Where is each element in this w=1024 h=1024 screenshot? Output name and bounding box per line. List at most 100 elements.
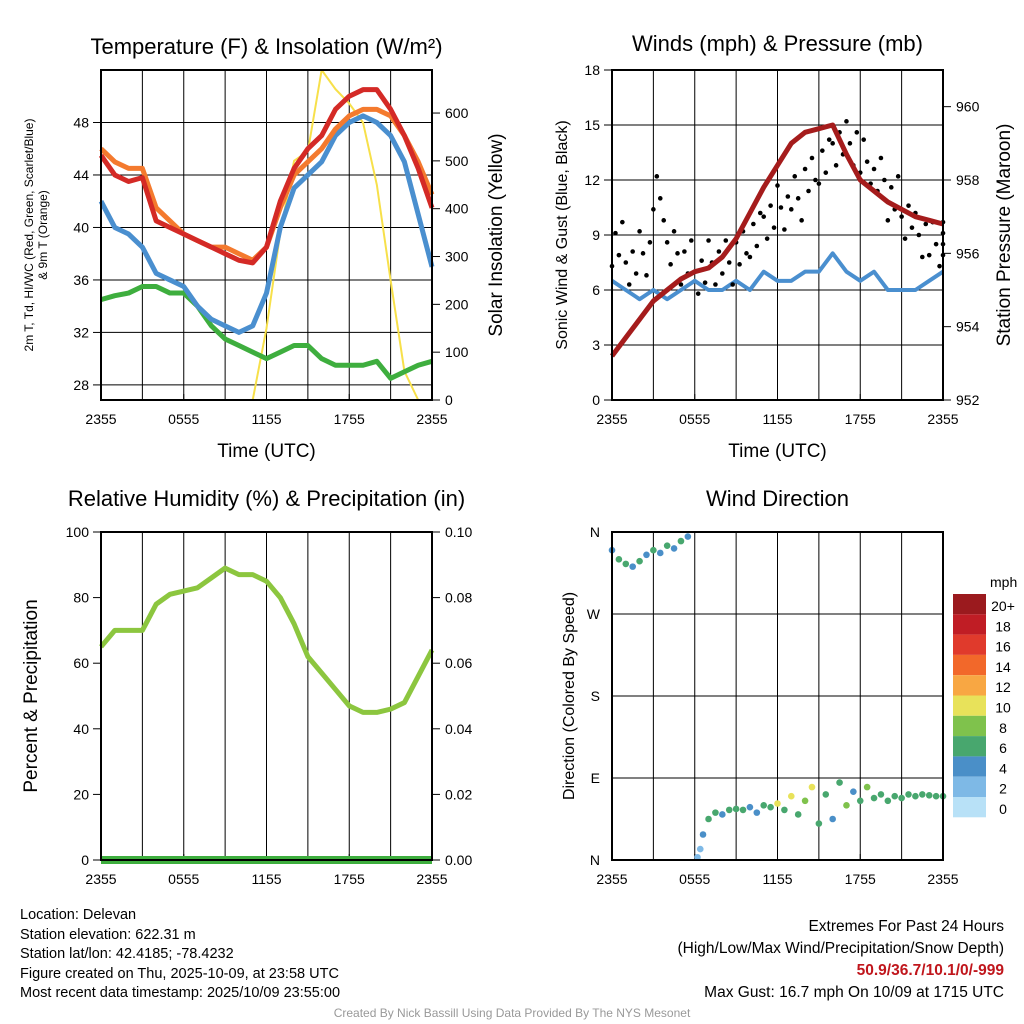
gust-point	[644, 273, 649, 278]
legend-label: 0	[999, 801, 1007, 817]
wind-direction-point	[863, 783, 871, 791]
x-tick-label: 2355	[927, 411, 958, 427]
y-axis-label-line2: & 9m T (Orange)	[36, 190, 50, 280]
wind-direction-point	[856, 797, 864, 805]
chart-4: Wind Direction 2355 0555 1155 1755 2355 N E S W N D…	[561, 486, 1017, 887]
y2-tick-label: 0.08	[445, 590, 472, 606]
wind-direction-point	[891, 792, 899, 800]
gust-point	[723, 238, 729, 243]
gust-point	[806, 188, 811, 194]
relative-humidity-line	[99, 565, 435, 715]
gust-point	[699, 258, 704, 263]
gust-point	[689, 238, 694, 243]
location: Location: Delevan	[20, 907, 137, 923]
y-axis-label: 2m T, Td, HI/WC (Red, Green, Scarlet/Blu…	[22, 119, 36, 352]
wind-direction-point	[829, 815, 836, 823]
gust-point	[751, 221, 756, 227]
gust-point	[878, 155, 884, 161]
gust-point	[906, 203, 911, 208]
wind-direction-point	[753, 809, 761, 816]
gust-point	[633, 271, 639, 276]
wind-direction-point	[677, 537, 685, 545]
gust-point	[926, 252, 932, 258]
gust-point	[678, 282, 684, 287]
wind-direction-point	[684, 533, 692, 540]
wind-direction-point	[670, 545, 678, 552]
plot-border	[611, 69, 944, 401]
x-tick-label: 2355	[416, 411, 447, 427]
gust-point	[647, 240, 653, 245]
extremes-subtitle: (High/Low/Max Wind/Precipitation/Snow De…	[677, 940, 1005, 957]
gust-point	[885, 218, 891, 223]
y2-tick-label: 200	[445, 296, 469, 312]
x-axis-label: Time (UTC)	[728, 441, 827, 462]
y2-axis-label: Solar Insolation (Yellow)	[486, 133, 507, 336]
gust-point	[654, 174, 660, 179]
gust-point	[788, 207, 794, 212]
wind-direction-point	[932, 792, 940, 800]
gust-point	[716, 249, 722, 254]
wind-direction-point	[656, 549, 664, 557]
y2-tick-label: 100	[445, 344, 469, 360]
extremes-values: 50.9/36.7/10.1/0/-999	[856, 962, 1004, 979]
y-tick-label: 48	[73, 114, 89, 130]
legend-label: 2	[999, 781, 1007, 797]
y2-tick-label: 0.10	[445, 524, 472, 540]
y2-tick-label: 952	[956, 392, 980, 408]
y-tick-label: 44	[73, 167, 89, 183]
gust-point	[902, 236, 908, 241]
y-tick-label: 0	[592, 392, 600, 408]
gust-point	[799, 218, 804, 223]
y-tick-label: 36	[73, 272, 89, 288]
gust-point	[657, 196, 663, 201]
y-tick-label: 40	[73, 721, 89, 737]
gust-point	[916, 232, 922, 238]
wind-direction-point	[650, 546, 657, 554]
elevation: Station elevation: 622.31 m	[20, 926, 196, 943]
gust-point	[871, 166, 877, 172]
wind-direction-point	[877, 791, 885, 798]
wind-direction-point	[739, 806, 747, 814]
plot-border	[100, 69, 433, 401]
wind-direction-point	[884, 797, 892, 805]
wind-direction-point	[767, 803, 774, 811]
gust-point	[771, 225, 777, 230]
wind-direction-point	[787, 792, 795, 800]
y-tick-label: S	[591, 688, 600, 704]
x-tick-label: 1155	[251, 411, 281, 427]
gust-point	[720, 271, 725, 276]
wind-direction-point	[712, 809, 719, 816]
legend-label: 20+	[991, 598, 1015, 614]
wind-direction-point	[615, 556, 623, 563]
legend-swatch	[953, 736, 986, 757]
gust-point	[813, 177, 818, 183]
y-tick-label: 100	[66, 524, 90, 540]
wind-direction-point	[912, 792, 919, 800]
gust-point	[675, 251, 680, 256]
gust-point	[785, 194, 791, 199]
wind-direction-point	[746, 803, 754, 811]
y2-axis-label: Station Pressure (Maroon)	[994, 124, 1015, 347]
legend-label: 16	[995, 639, 1011, 655]
wind-direction-point	[850, 788, 857, 795]
chart-1: Temperature (F) & Insolation (W/m²) 2355 0…	[22, 34, 507, 462]
x-tick-label: 1755	[334, 411, 365, 427]
gust-point	[920, 254, 925, 260]
y2-tick-label: 0.06	[445, 655, 472, 671]
gust-point	[761, 214, 767, 219]
gust-point	[747, 254, 753, 260]
gust-point	[754, 243, 760, 249]
y2-tick-label: 0.00	[445, 852, 472, 868]
gust-point	[713, 282, 718, 287]
wind-direction-point	[870, 794, 878, 802]
gust-point	[623, 260, 629, 265]
wind-direction-point	[629, 563, 636, 570]
gust-point	[861, 137, 866, 142]
legend-swatch	[953, 776, 986, 797]
gust-point	[664, 240, 670, 245]
y-tick-label: 12	[584, 172, 600, 188]
y2-tick-label: 954	[956, 319, 980, 335]
gust-point	[844, 119, 849, 124]
